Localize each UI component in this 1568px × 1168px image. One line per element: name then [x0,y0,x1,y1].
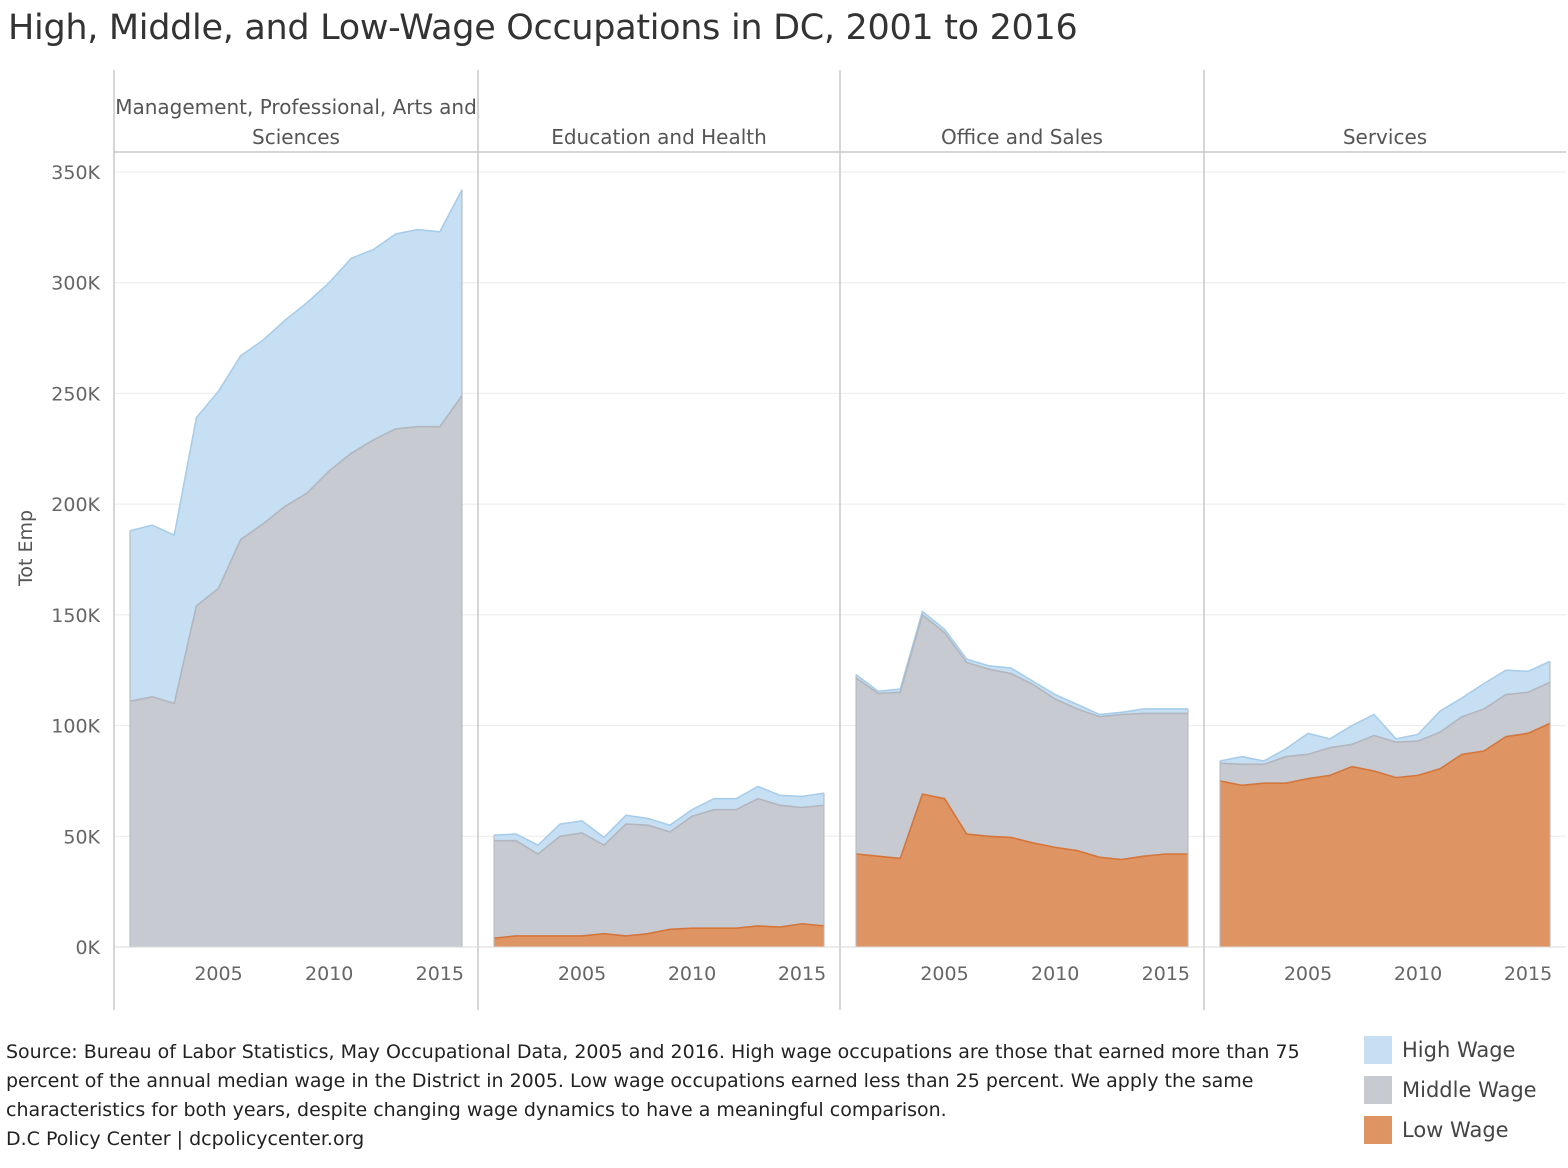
x-tick-label: 2005 [1284,963,1332,985]
panel-header-label: Management, Professional, Arts and [115,95,477,119]
chart-title: High, Middle, and Low-Wage Occupations i… [8,8,1078,48]
x-tick-label: 2005 [920,963,968,985]
legend-item-high-wage: High Wage [1364,1030,1537,1070]
legend: High Wage Middle Wage Low Wage [1364,1030,1537,1150]
y-tick-label: 0K [75,937,100,959]
legend-label: Middle Wage [1402,1078,1537,1102]
line-middle-wage [494,797,825,855]
area-high-wage [494,786,824,854]
y-tick-label: 300K [51,273,100,295]
line-high-wage [493,785,825,847]
area-layer [129,189,1551,948]
x-tick-label: 2010 [1394,963,1442,985]
legend-swatch [1364,1036,1392,1064]
source-note: Source: Bureau of Labor Statistics, May … [6,1038,1326,1154]
area-low-wage [856,794,1188,947]
area-middle-wage [1220,682,1550,786]
panel-header-label: Office and Sales [941,125,1103,149]
area-middle-wage [494,798,824,939]
y-tick-label: 350K [51,162,100,184]
area-low-wage [1220,723,1550,947]
y-axis-title: Tot Emp [15,510,37,587]
legend-item-low-wage: Low Wage [1364,1110,1537,1150]
faceted-area-chart: 0K 50K 100K 150K 200K 250K 300K 350K Tot Emp Mana… [15,70,1566,1010]
y-tick-label: 250K [51,383,100,405]
y-tick-label: 100K [51,716,100,738]
line-high-wage [855,610,1188,716]
x-tick-label: 2005 [194,963,242,985]
line-middle-wage [129,395,463,705]
line-middle-wage [855,613,1188,718]
source-line: percent of the annual median wage in the… [6,1070,1254,1092]
x-tick-label: 2010 [1031,963,1079,985]
panel-header-label: Services [1343,125,1427,149]
credit-line: D.C Policy Center | dcpolicycenter.org [6,1128,365,1150]
x-tick-label: 2010 [305,963,353,985]
panel-header-label: Education and Health [551,125,767,149]
x-tick-label: 2015 [1142,963,1190,985]
line-low-wage [1219,722,1551,787]
legend-item-middle-wage: Middle Wage [1364,1070,1537,1110]
x-tick-label: 2005 [558,963,606,985]
area-middle-wage [856,614,1188,860]
x-tick-label: 2010 [668,963,716,985]
area-high-wage [130,189,462,704]
line-low-wage [855,793,1188,861]
text-layer: 0K 50K 100K 150K 200K 250K 300K 350K Tot Emp Mana… [15,95,1552,985]
y-tick-label: 150K [51,605,100,627]
y-tick-label: 200K [51,494,100,516]
source-line: characteristics for both years, despite … [6,1099,947,1121]
legend-swatch [1364,1076,1392,1104]
x-tick-label: 2015 [416,963,464,985]
x-tick-label: 2015 [778,963,826,985]
x-tick-label: 2015 [1504,963,1552,985]
source-line: Source: Bureau of Labor Statistics, May … [6,1041,1300,1063]
line-high-wage [129,189,463,537]
y-tick-label: 50K [63,826,100,848]
frame-layer [113,70,1566,1010]
line-high-wage [1219,660,1551,762]
area-high-wage [1220,661,1550,765]
line-low-wage [493,922,825,939]
line-middle-wage [1219,681,1551,766]
legend-label: High Wage [1402,1038,1516,1062]
panel-header-label: Sciences [252,125,340,149]
legend-label: Low Wage [1402,1118,1509,1142]
area-low-wage [494,923,824,947]
area-middle-wage [130,395,462,948]
legend-swatch [1364,1116,1392,1144]
